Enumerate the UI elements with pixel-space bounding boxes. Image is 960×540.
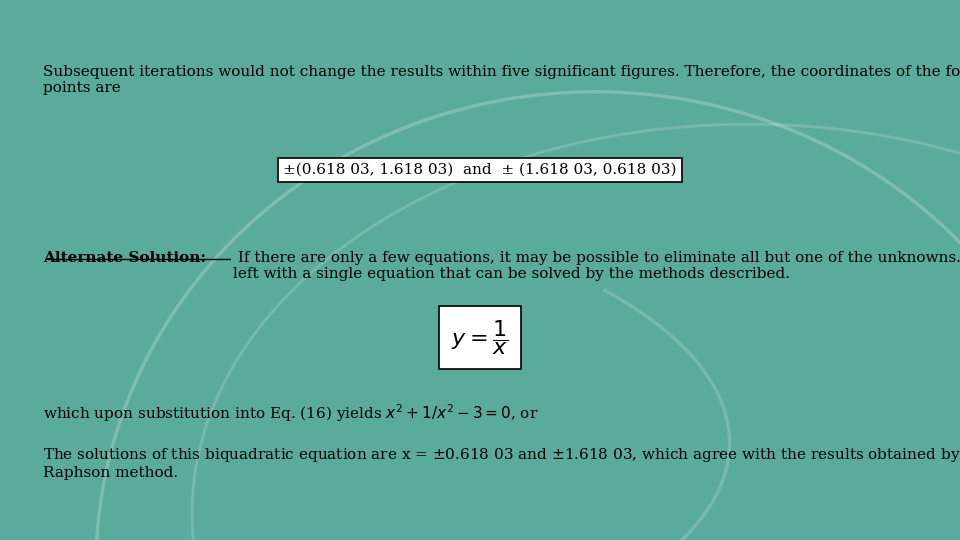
- Text: $y = \dfrac{1}{x}$: $y = \dfrac{1}{x}$: [451, 318, 509, 357]
- Text: Subsequent iterations would not change the results within five significant figur: Subsequent iterations would not change t…: [43, 65, 960, 95]
- Text: The solutions of this biquadratic equation are x = $\pm$0.618 03 and $\pm$1.618 : The solutions of this biquadratic equati…: [43, 446, 960, 480]
- Text: Alternate Solution:: Alternate Solution:: [43, 251, 206, 265]
- Text: ±(0.618 03, 1.618 03)  and  ± (1.618 03, 0.618 03): ±(0.618 03, 1.618 03) and ± (1.618 03, 0…: [283, 163, 677, 177]
- Text: which upon substitution into Eq. (16) yields $x^2 + 1/x^2 - 3 = 0$, or: which upon substitution into Eq. (16) yi…: [43, 402, 539, 424]
- Text: If there are only a few equations, it may be possible to eliminate all but one o: If there are only a few equations, it ma…: [233, 251, 960, 281]
